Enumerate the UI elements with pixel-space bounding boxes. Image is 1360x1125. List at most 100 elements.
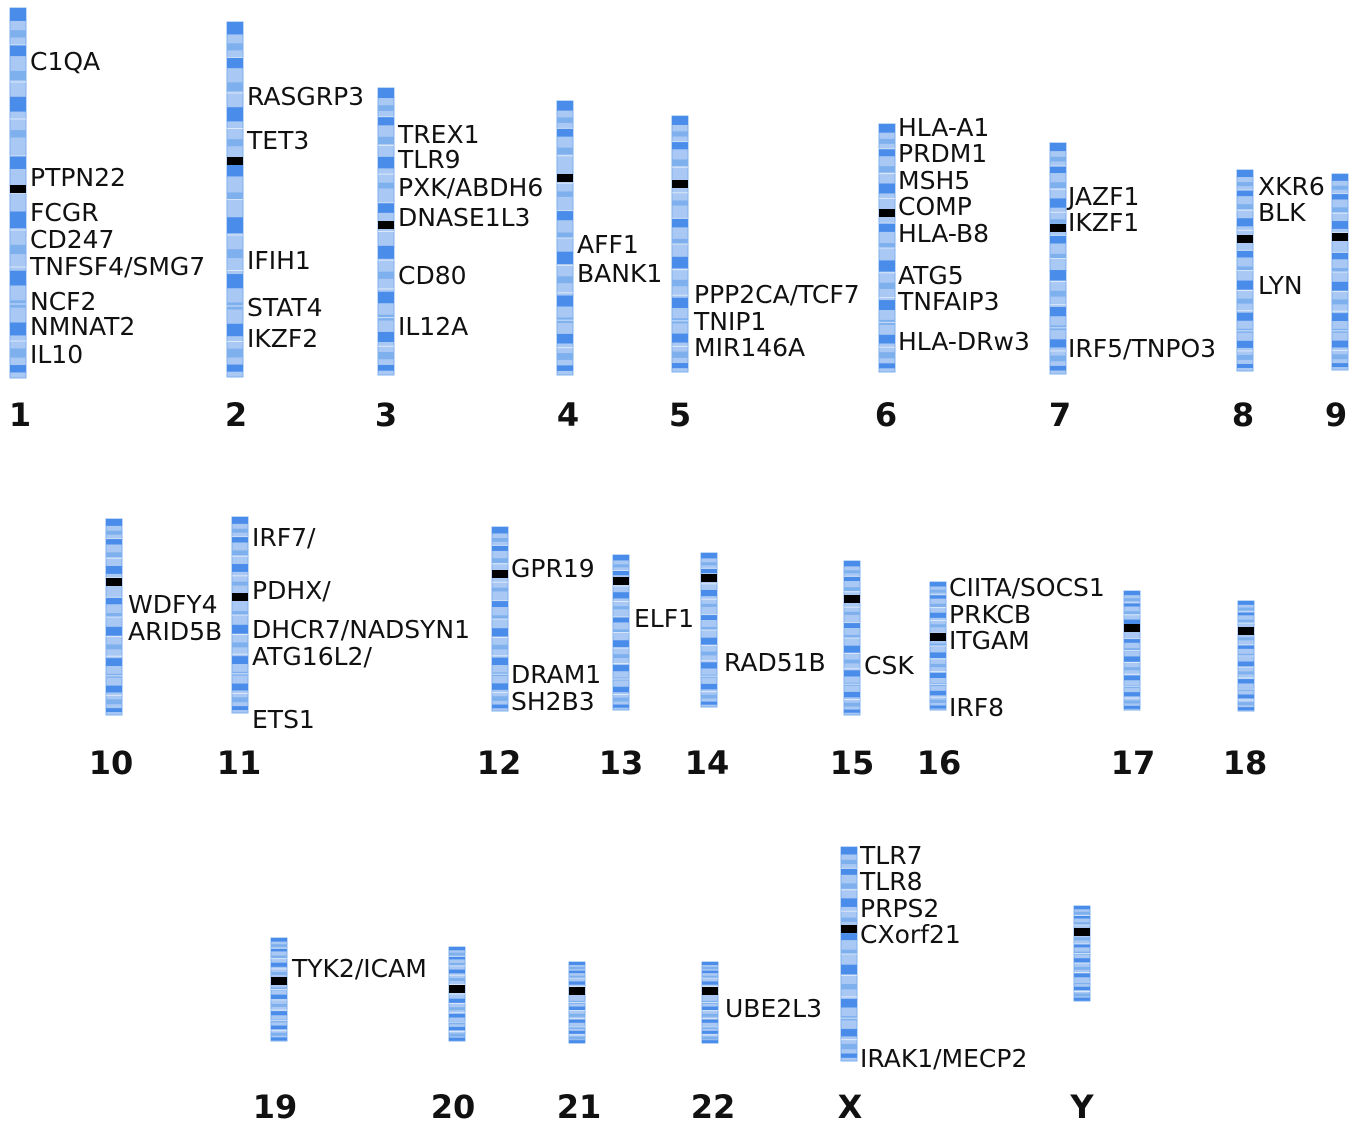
chromosome-4-band (557, 365, 573, 371)
chromosome-3-band (378, 202, 394, 213)
chromosome-2-band (227, 217, 243, 234)
chromosome-6-band (879, 223, 895, 232)
chromosome-21-band (569, 962, 585, 965)
gene-label: TET3 (246, 126, 309, 155)
chromosome-20-band (449, 947, 465, 951)
chromosome-20-band (449, 1026, 465, 1031)
gene-label: CIITA/SOCS1 (949, 573, 1105, 602)
gene-label: IKZF1 (1068, 208, 1139, 237)
chromosome-4-band (557, 333, 573, 344)
chromosome-22: UBE2L3 22 (691, 961, 822, 1125)
chromosome-8-band (1237, 250, 1253, 258)
chromosome-15-band (844, 570, 860, 574)
chromosome-13-band (613, 555, 629, 561)
chromosome-9-band (1332, 313, 1348, 321)
chromosome-5-centromere (672, 180, 688, 188)
chromosome-12-band (492, 628, 508, 637)
chromosome-16-band (930, 594, 946, 599)
chromosome-17-band (1124, 602, 1140, 607)
chromosome-13-band (613, 697, 629, 702)
chromosome-20-centromere (449, 985, 465, 993)
chromosome-1-band (10, 211, 26, 229)
chromosome-number-label: 16 (917, 744, 962, 782)
chromosome-17-band (1124, 656, 1140, 662)
chromosome-4-band (557, 251, 573, 265)
gene-label: TLR9 (397, 145, 460, 174)
chromosome-13-bands (613, 555, 629, 708)
chromosome-Y-band (1074, 981, 1090, 985)
chromosome-21-band (569, 1025, 585, 1029)
chromosome-20-bands (449, 947, 465, 1041)
chromosome-Y-bands (1074, 906, 1090, 1001)
chromosome-4-centromere (557, 174, 573, 182)
gene-label: TNFSF4/SMG7 (29, 252, 205, 281)
chromosome-11-band (232, 550, 248, 556)
chromosome-1-band (10, 8, 26, 21)
chromosome-9-band (1332, 268, 1348, 272)
chromosome-8-band (1237, 170, 1253, 178)
chromosome-14-band (701, 553, 717, 559)
chromosome-9-band (1332, 281, 1348, 291)
chromosome-9-band (1332, 340, 1348, 348)
chromosome-8-band (1237, 182, 1253, 187)
chromosome-1-centromere (10, 185, 26, 193)
chromosome-12-band (492, 527, 508, 534)
chromosome-3-centromere (378, 221, 394, 229)
chromosome-22-band (702, 962, 718, 965)
chromosome-X-band (841, 1043, 857, 1050)
chromosome-19-centromere (271, 977, 287, 985)
chromosome-20-band (449, 956, 465, 960)
chromosome-X-band (841, 998, 857, 1008)
chromosome-5-band (672, 363, 688, 369)
chromosome-20: 20 (431, 946, 475, 1125)
gene-label: DHCR7/NADSYN1 (252, 615, 470, 644)
gene-label: BLK (1258, 198, 1306, 227)
chromosome-4-band (557, 353, 573, 360)
chromosome-1-band (10, 244, 26, 255)
gene-label: FCGR (30, 198, 99, 227)
chromosome-12-band (492, 538, 508, 542)
chromosome-22-band (702, 970, 718, 974)
chromosome-number-label: 17 (1111, 744, 1156, 782)
chromosome-15-band (844, 659, 860, 664)
chromosome-16-band (930, 612, 946, 618)
chromosome-21-band (569, 981, 585, 985)
chromosome-21-band (569, 1006, 585, 1011)
chromosome-17-band (1124, 611, 1140, 615)
chromosome-5-band (672, 131, 688, 137)
chromosome-19-band (271, 1032, 287, 1036)
chromosome-number-label: 7 (1049, 396, 1071, 434)
chromosome-2-band (227, 323, 243, 337)
chromosome-15-band (844, 645, 860, 653)
chromosome-number-label: 22 (691, 1088, 736, 1125)
chromosome-8-band (1237, 190, 1253, 197)
chromosome-15-band (844, 709, 860, 713)
gene-label: WDFY4 (128, 590, 218, 619)
gene-label: RASGRP3 (247, 82, 364, 111)
chromosome-3-band (378, 245, 394, 259)
chromosome-X-band (841, 964, 857, 975)
chromosome-17-band (1124, 700, 1140, 704)
chromosome-12-band (492, 683, 508, 690)
chromosome-15-band (844, 611, 860, 615)
chromosome-21-band (569, 975, 585, 979)
chromosome-8-band (1237, 218, 1253, 227)
chromosome-number-label: 5 (669, 396, 691, 434)
gene-label: ATG5 (898, 261, 964, 290)
chromosome-12-band (492, 657, 508, 665)
chromosome-18-band (1238, 671, 1254, 675)
chromosome-2-band (227, 57, 243, 69)
chromosome-9-band (1332, 193, 1348, 200)
chromosome-11-band (232, 624, 248, 634)
chromosome-3-band (378, 291, 394, 304)
chromosome-21-centromere (569, 987, 585, 995)
gene-label: IL12A (398, 312, 468, 341)
chromosome-19-band (271, 948, 287, 952)
chromosome-10-band (106, 626, 122, 636)
chromosome-4-band (557, 232, 573, 238)
